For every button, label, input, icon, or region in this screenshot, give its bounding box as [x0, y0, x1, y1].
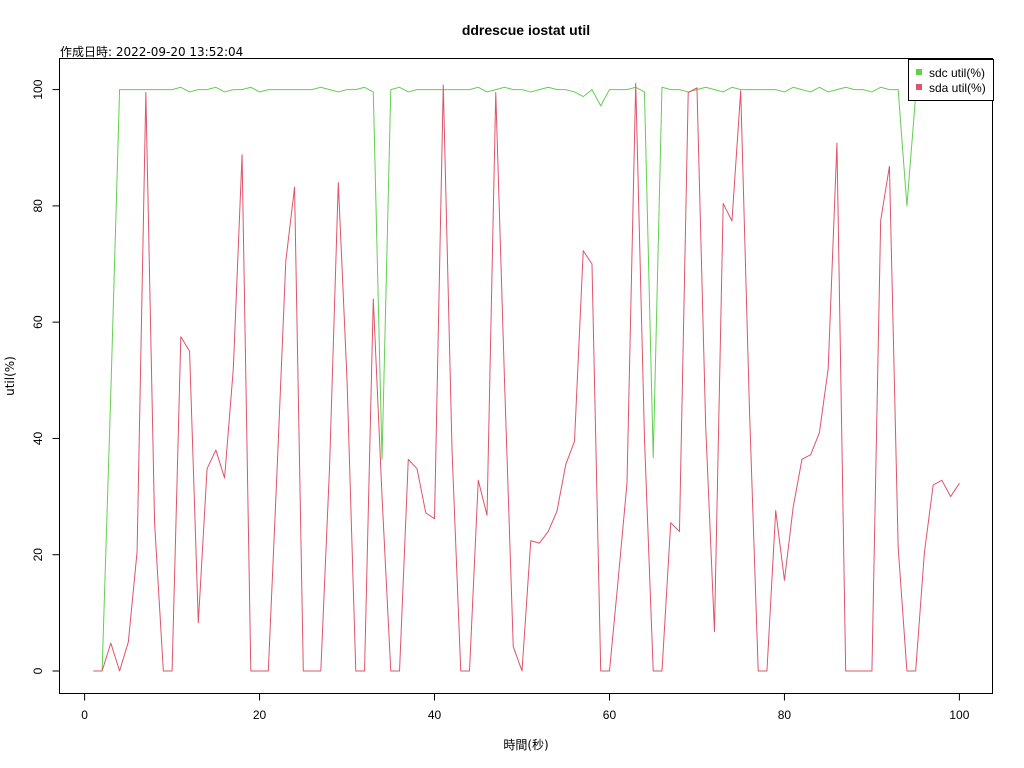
- legend-box: [908, 59, 994, 101]
- legend-label-sda: sda util(%): [929, 81, 986, 95]
- x-tick-label: 100: [949, 708, 969, 722]
- series-line-sdc: [93, 86, 917, 672]
- legend-label-sdc: sdc util(%): [929, 66, 985, 80]
- y-tick-label: 0: [31, 667, 45, 674]
- legend-swatch-sda: [916, 84, 922, 90]
- x-axis-label: 時間(秒): [503, 738, 548, 752]
- y-tick-label: 80: [31, 199, 45, 213]
- series-line-sda: [93, 82, 960, 672]
- x-axis: 0 20 40 60 80 100: [81, 693, 970, 722]
- x-tick-label: 60: [603, 708, 617, 722]
- x-tick-label: 80: [778, 708, 792, 722]
- x-tick-label: 20: [253, 708, 267, 722]
- chart-title: ddrescue iostat util: [462, 22, 590, 38]
- series-lines: [93, 82, 960, 672]
- y-axis-label: util(%): [3, 356, 17, 396]
- x-tick-label: 40: [428, 708, 442, 722]
- x-tick-label: 0: [81, 708, 88, 722]
- legend-swatch-sdc: [916, 69, 922, 75]
- y-tick-label: 20: [31, 548, 45, 562]
- legend: sdc util(%) sda util(%): [908, 59, 994, 101]
- y-tick-label: 40: [31, 431, 45, 445]
- chart-subtitle: 作成日時: 2022-09-20 13:52:04: [60, 45, 243, 59]
- y-axis: 0 20 40 60 80 100: [31, 79, 60, 674]
- y-tick-label: 100: [31, 79, 45, 99]
- y-tick-label: 60: [31, 315, 45, 329]
